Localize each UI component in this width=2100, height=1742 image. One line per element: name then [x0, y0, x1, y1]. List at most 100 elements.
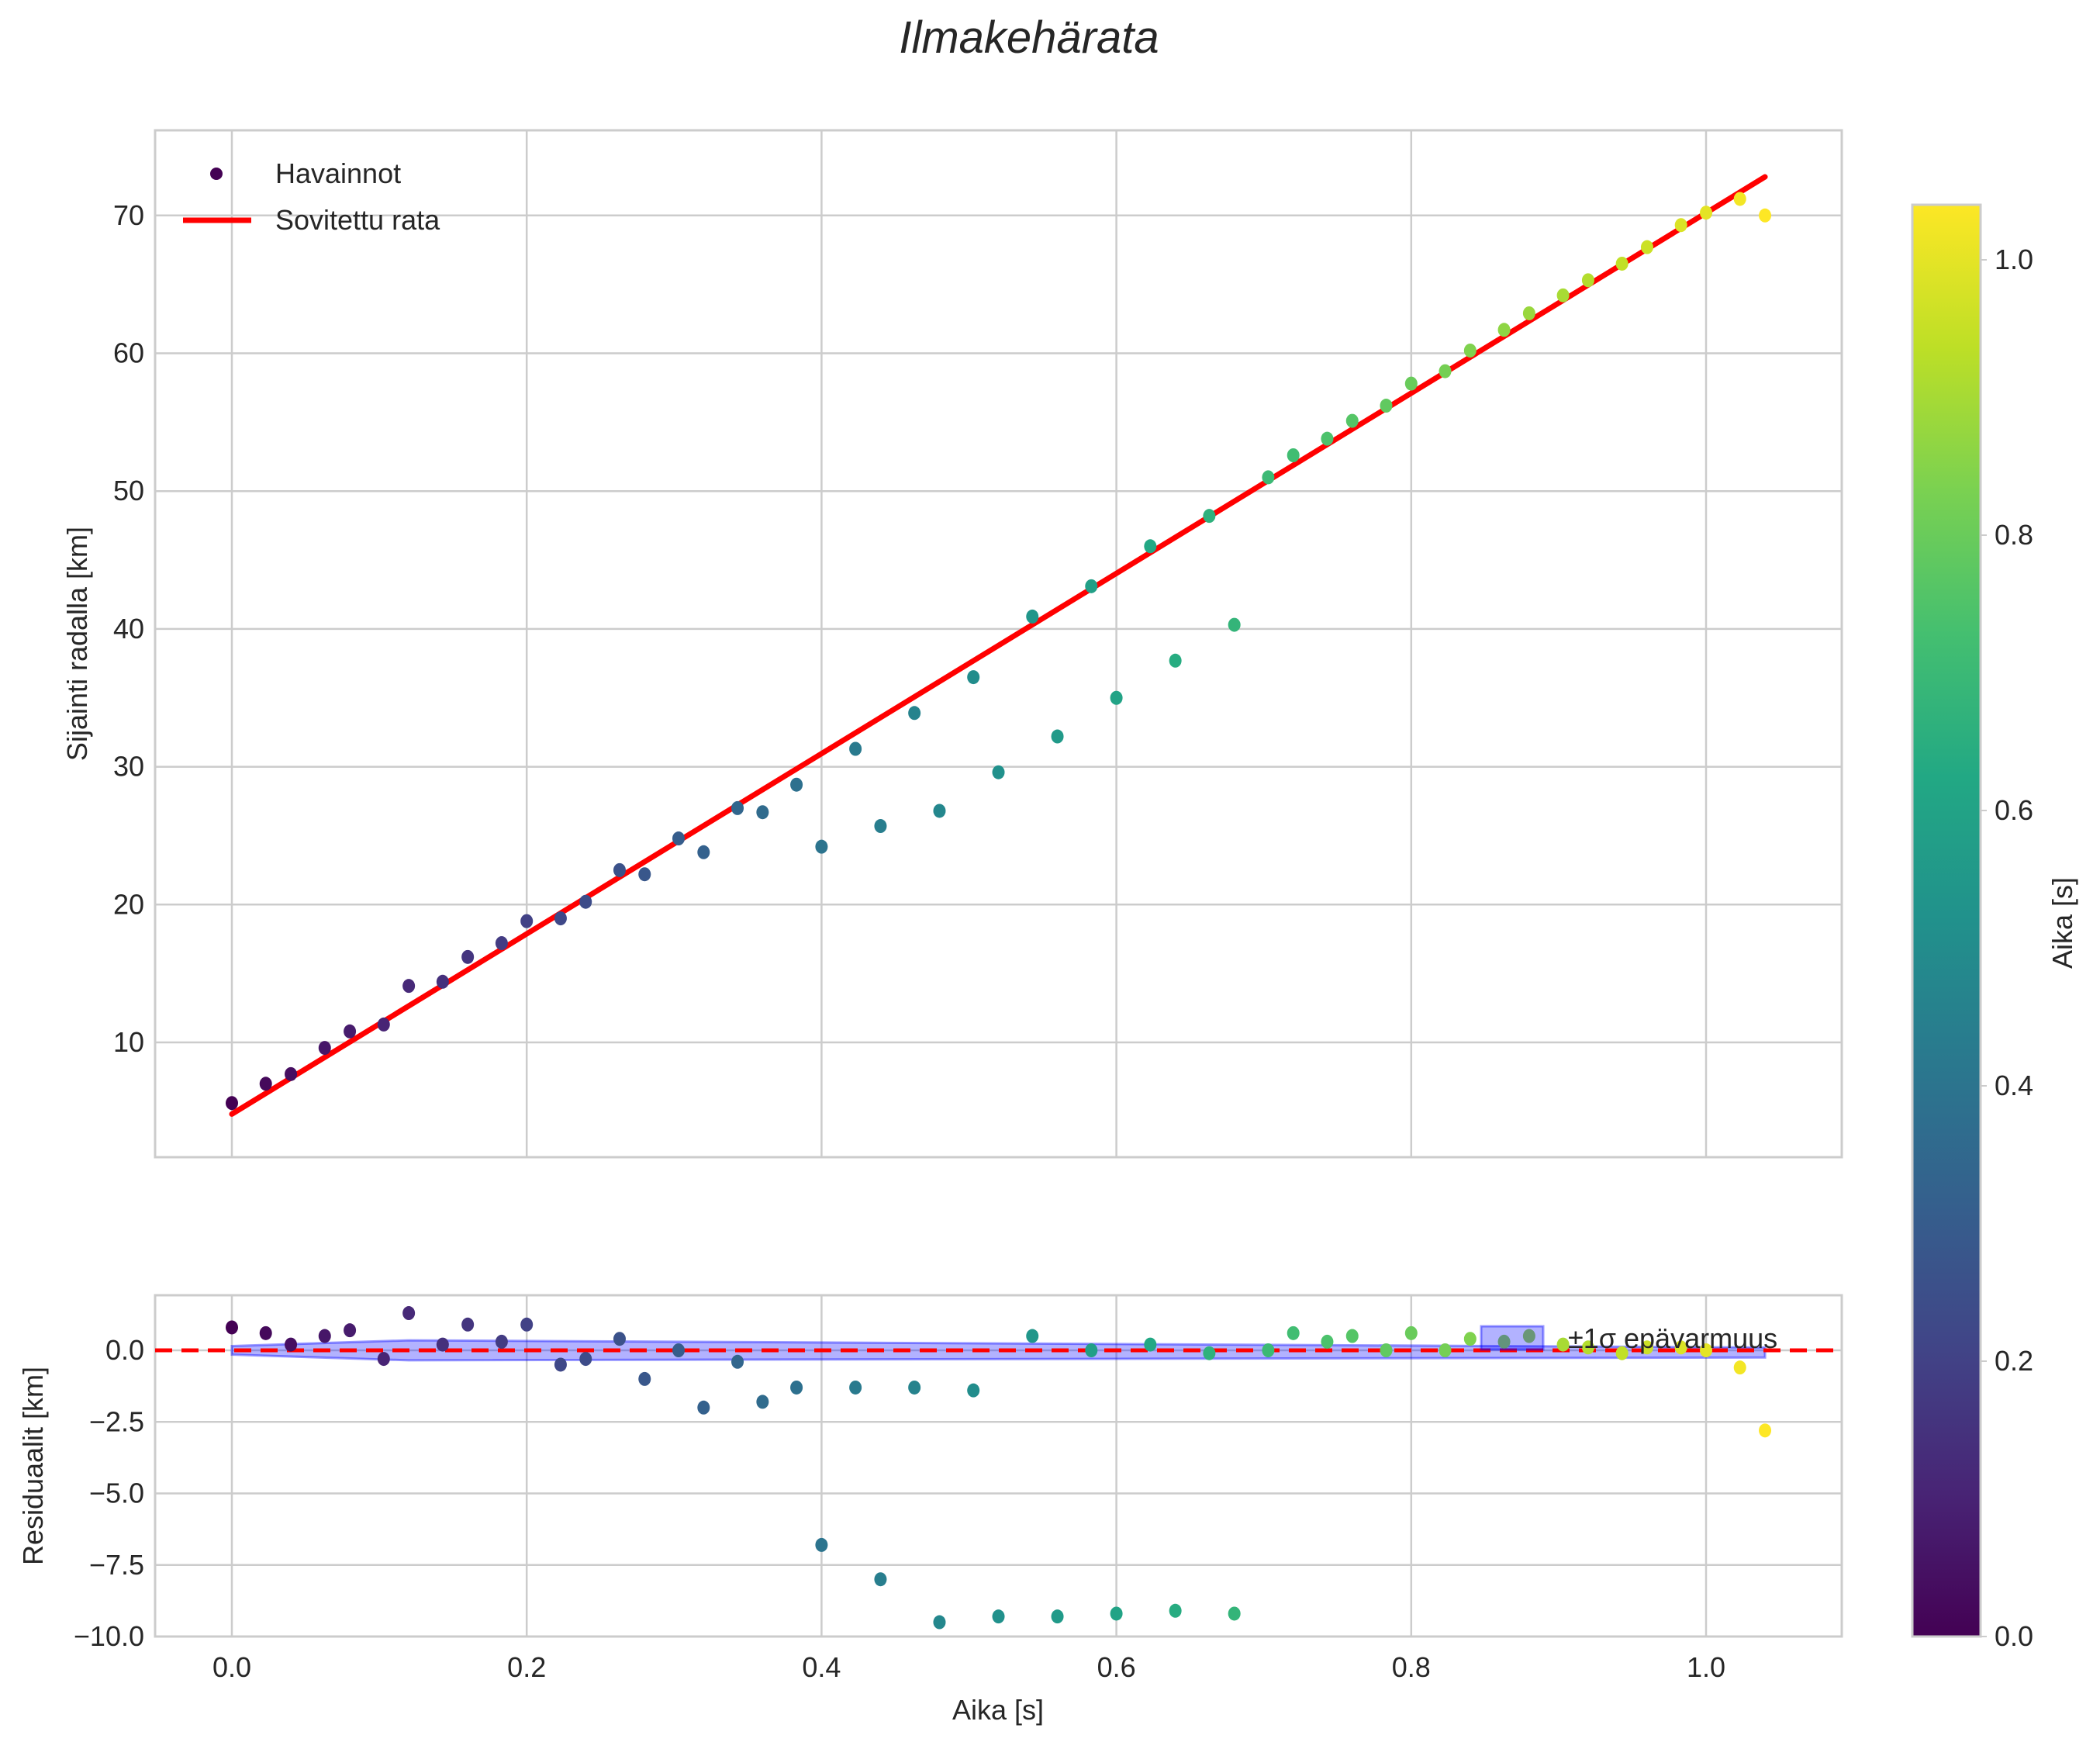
x-tick-label: 0.4: [802, 1651, 841, 1683]
observation-point: [638, 867, 651, 882]
y-tick-label: 60: [113, 337, 144, 369]
observation-points: [226, 192, 1772, 1111]
observation-point: [344, 1024, 357, 1039]
y-tick-label: 30: [113, 751, 144, 783]
colorbar-tick-label: 0.4: [1995, 1070, 2033, 1101]
residual-point: [638, 1371, 651, 1386]
colorbar-tick-label: 0.0: [1995, 1620, 2033, 1652]
observation-point: [461, 949, 475, 964]
x-tick-label: 0.8: [1392, 1651, 1431, 1683]
y-tick-label: −7.5: [89, 1549, 144, 1581]
residual-point: [756, 1395, 769, 1409]
residual-point: [849, 1380, 862, 1395]
y-tick-label: 70: [113, 199, 144, 231]
uncertainty-band: [230, 1339, 1767, 1362]
observation-point: [1733, 192, 1746, 206]
trajectory-legend: Havainnot Sovitettu rata: [183, 157, 440, 236]
residual-point: [1026, 1329, 1039, 1343]
observation-point: [554, 911, 567, 926]
observation-point: [1640, 240, 1653, 254]
residual-point: [1556, 1337, 1570, 1352]
residual-point: [1497, 1334, 1511, 1349]
y-tick-label: −2.5: [89, 1405, 144, 1437]
observation-point: [1051, 729, 1064, 744]
residual-point: [377, 1352, 390, 1367]
y-tick-label: 20: [113, 888, 144, 920]
residual-points: [226, 1306, 1772, 1630]
observation-point: [874, 819, 887, 834]
residual-point: [1733, 1360, 1746, 1375]
observation-point: [318, 1041, 331, 1056]
residual-y-tick-labels: 0.0 −2.5 −5.0 −7.5 −10.0: [74, 1334, 144, 1652]
observation-point: [1404, 376, 1418, 391]
observation-point: [1556, 288, 1570, 302]
residual-point: [1203, 1346, 1216, 1360]
observation-point: [672, 831, 686, 846]
x-tick-labels: 0.0 0.2 0.4 0.6 0.8 1.0: [212, 1651, 1725, 1683]
observation-point: [1110, 690, 1123, 705]
observation-point: [285, 1066, 298, 1081]
residual-point: [1321, 1334, 1334, 1349]
observation-point: [259, 1077, 272, 1091]
residual-point: [436, 1337, 449, 1352]
colorbar-tick-label: 0.8: [1995, 519, 2033, 551]
residual-point: [226, 1320, 238, 1335]
trajectory-y-axis-label: Sijainti radalla [km]: [61, 527, 93, 761]
residual-point: [495, 1334, 508, 1349]
observation-point: [1203, 509, 1216, 524]
residual-point: [344, 1323, 357, 1338]
legend-label-observations: Havainnot: [275, 157, 401, 189]
residual-point: [933, 1615, 946, 1630]
residual-point: [1581, 1340, 1594, 1355]
residual-point: [1404, 1326, 1418, 1340]
residual-point: [1380, 1343, 1393, 1357]
y-tick-label: 0.0: [105, 1334, 144, 1366]
colorbar-tick-label: 0.6: [1995, 794, 2033, 826]
y-tick-label: 40: [113, 613, 144, 645]
observation-point: [1463, 343, 1477, 358]
residual-point: [672, 1343, 686, 1357]
x-tick-label: 0.0: [212, 1651, 251, 1683]
chart-title: Ilmakehärata: [899, 12, 1159, 63]
residual-point: [1640, 1340, 1653, 1355]
observation-point: [731, 800, 744, 815]
trajectory-panel: 10 20 30 40 50 60 70 Sijainti radalla [km] Hav…: [61, 129, 1843, 1159]
residual-point: [579, 1352, 592, 1367]
residual-point: [1051, 1609, 1064, 1624]
y-tick-label: 10: [113, 1026, 144, 1058]
observation-point: [1380, 399, 1393, 413]
residual-point: [1759, 1423, 1772, 1438]
observation-point: [377, 1017, 390, 1032]
legend-marker-observations: [210, 168, 223, 180]
x-axis-label: Aika [s]: [952, 1694, 1044, 1726]
residual-point: [1463, 1332, 1477, 1346]
y-tick-label: −10.0: [74, 1620, 144, 1652]
observation-point: [1262, 470, 1275, 485]
observation-point: [1287, 448, 1300, 462]
residual-point: [1439, 1343, 1452, 1357]
residual-point: [697, 1400, 710, 1415]
observation-point: [1026, 609, 1039, 624]
residual-point: [1110, 1606, 1123, 1621]
observation-point: [908, 706, 921, 721]
observation-point: [1085, 579, 1098, 593]
residual-point: [908, 1380, 921, 1395]
residual-point: [1169, 1603, 1182, 1618]
observation-point: [1228, 617, 1241, 632]
observation-point: [1581, 273, 1594, 288]
observation-point: [1522, 306, 1535, 320]
x-tick-label: 0.2: [507, 1651, 546, 1683]
residual-point: [613, 1332, 626, 1346]
observation-point: [1169, 653, 1182, 668]
observation-point: [849, 741, 862, 756]
legend-marker-uncertainty: [1480, 1325, 1545, 1351]
residual-point: [1262, 1343, 1275, 1357]
colorbar-tick-label: 0.2: [1995, 1345, 2033, 1377]
residual-legend: ±1σ epävarmuus: [1480, 1322, 1777, 1354]
observation-point: [1700, 206, 1712, 220]
residual-point: [1522, 1329, 1535, 1343]
observation-point: [933, 804, 946, 818]
residual-point: [1345, 1329, 1359, 1343]
observation-point: [495, 936, 508, 951]
